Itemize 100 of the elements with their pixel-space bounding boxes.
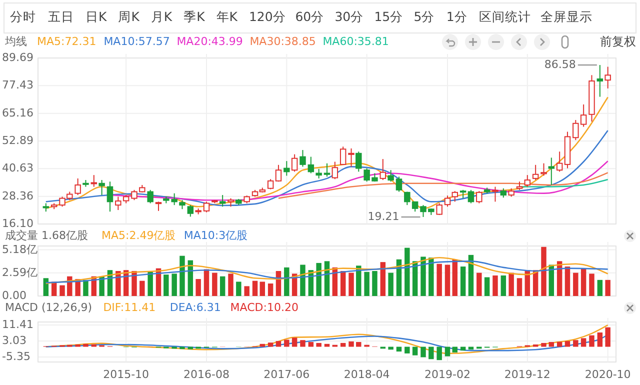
bar [484, 277, 490, 296]
bar [236, 282, 242, 296]
y-tick-label: 52.89 [2, 134, 34, 148]
candlestick [147, 189, 154, 204]
candlestick [155, 201, 162, 212]
text: 前复权 [600, 34, 636, 48]
bar [83, 280, 88, 296]
text: 1分 [446, 9, 468, 24]
candlestick [203, 201, 210, 213]
text: 区间统计 [479, 9, 532, 24]
candlestick [267, 178, 274, 190]
candlestick [106, 181, 114, 212]
text: 季K [184, 9, 206, 24]
text: 年K [216, 9, 238, 24]
candlestick [348, 148, 354, 168]
text: 周K [118, 9, 140, 24]
bar [444, 264, 450, 296]
text: MA60:35.81 [322, 35, 389, 48]
legend-title: MACD (12,26,9) [5, 301, 92, 314]
text: 5分 [414, 9, 435, 24]
y-tick-label: 11.41 [2, 318, 34, 332]
bar [268, 342, 274, 347]
line-series [45, 260, 608, 284]
candlestick [284, 160, 290, 176]
candlestick [275, 164, 282, 182]
text: MA20:43.99 [176, 35, 243, 48]
bar [388, 272, 394, 296]
bar [204, 269, 210, 296]
text: 五日 [48, 9, 74, 24]
x-tick-label: 2020-10 [584, 368, 631, 381]
candlestick [300, 150, 306, 168]
text: MA5:72.31 [37, 35, 96, 48]
bar [597, 332, 603, 347]
candlestick [604, 66, 611, 89]
bar [60, 285, 65, 296]
text: 60分 [295, 9, 324, 24]
bar [148, 272, 153, 296]
bar [348, 272, 354, 296]
bar [268, 284, 274, 296]
candlestick [500, 188, 507, 198]
candlestick [396, 176, 402, 192]
bar [260, 282, 266, 296]
candlestick [308, 156, 314, 174]
bar [316, 262, 322, 296]
y-tick-label: 77.43 [2, 78, 34, 92]
annotation: 86.58 [544, 58, 576, 72]
y-tick-label: 16.10 [2, 217, 34, 230]
y-tick-label: 40.63 [2, 162, 34, 175]
bar [308, 342, 314, 347]
text: 15分 [374, 9, 404, 24]
bar [436, 346, 442, 360]
legend-title: 成交量 1.68亿股 [5, 229, 88, 242]
bar [605, 280, 610, 296]
candlestick [291, 154, 298, 172]
bar [532, 344, 538, 347]
bar [444, 346, 450, 356]
text: DIF:11.41 [103, 301, 156, 314]
bar [420, 346, 426, 358]
bar [412, 346, 418, 356]
line-series [45, 130, 608, 206]
bar [476, 272, 482, 296]
candlestick [388, 170, 394, 182]
candlestick [532, 164, 539, 181]
bar [404, 248, 410, 296]
candlestick [548, 157, 555, 186]
y-tick-label: 5.18亿 [2, 242, 38, 256]
bar [140, 280, 145, 296]
bar [380, 262, 386, 296]
bar [300, 264, 306, 296]
bar [605, 327, 610, 347]
bar [388, 346, 394, 350]
bar [573, 272, 578, 296]
bar [589, 335, 594, 347]
candlestick [316, 168, 322, 179]
text: DEA:6.31 [170, 301, 221, 314]
text: 月K [150, 9, 173, 24]
bar [220, 276, 226, 296]
bar [116, 271, 121, 296]
bar [428, 258, 434, 296]
bar [492, 275, 498, 296]
bar [372, 271, 378, 296]
bar [340, 271, 346, 296]
bar [316, 342, 322, 347]
text: MA5:2.49亿股 [102, 229, 176, 242]
candlestick [324, 162, 330, 178]
bar [420, 256, 426, 296]
legend-title: 均线 [4, 35, 27, 48]
bar [276, 341, 282, 347]
text: 日K [86, 9, 108, 24]
bar [260, 344, 266, 347]
candlestick [179, 200, 186, 210]
x-tick-label: 2017-06 [264, 368, 310, 381]
bar [564, 341, 570, 347]
bar [91, 344, 97, 347]
candlestick [380, 158, 386, 181]
candlestick [452, 190, 458, 202]
line-series [278, 172, 608, 199]
candlestick [476, 190, 482, 204]
bar [580, 268, 586, 296]
bar [180, 346, 185, 350]
